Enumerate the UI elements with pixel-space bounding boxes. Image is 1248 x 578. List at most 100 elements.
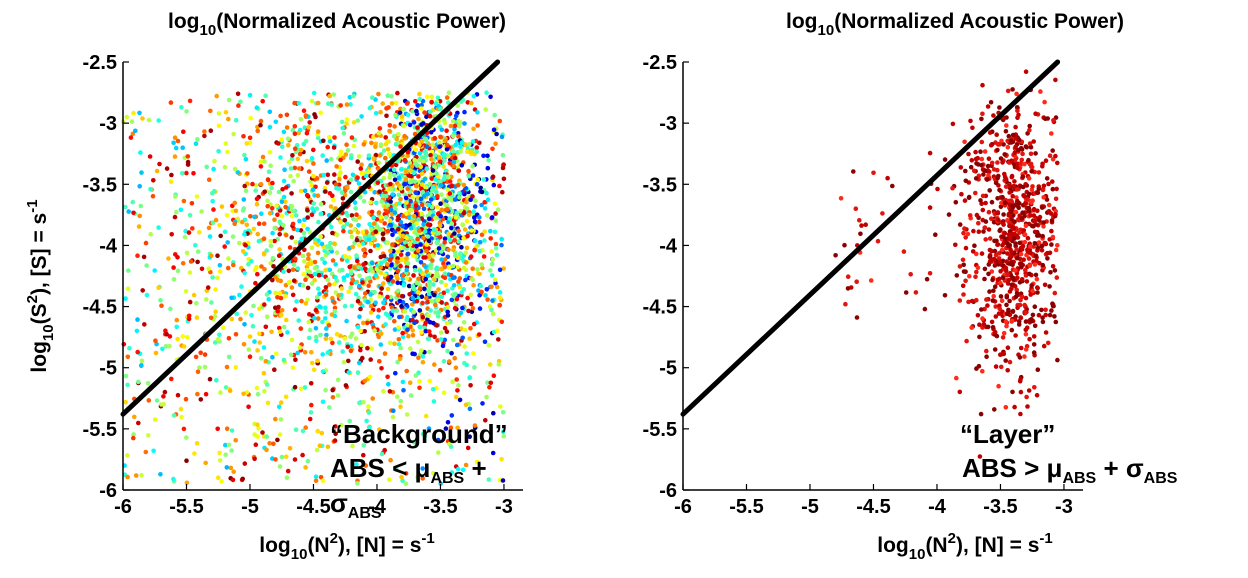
data-point bbox=[467, 434, 473, 440]
data-point bbox=[288, 173, 293, 179]
data-point bbox=[150, 193, 156, 199]
data-point bbox=[361, 199, 367, 204]
data-point bbox=[379, 260, 384, 266]
data-point bbox=[194, 301, 199, 306]
data-point bbox=[445, 288, 450, 294]
data-point bbox=[1008, 138, 1014, 143]
data-point bbox=[311, 90, 317, 96]
data-point bbox=[309, 183, 315, 188]
data-point bbox=[387, 123, 393, 128]
data-point bbox=[868, 278, 874, 283]
data-point bbox=[283, 454, 289, 460]
data-point bbox=[469, 228, 474, 233]
data-point bbox=[395, 249, 401, 254]
data-point bbox=[157, 161, 162, 167]
data-point bbox=[429, 188, 435, 193]
data-point bbox=[224, 364, 230, 370]
data-point bbox=[971, 168, 977, 174]
data-point bbox=[271, 264, 276, 269]
data-point bbox=[286, 160, 292, 165]
data-point bbox=[388, 253, 394, 258]
data-point bbox=[398, 197, 403, 202]
data-point bbox=[390, 414, 396, 420]
data-point bbox=[1013, 243, 1018, 249]
data-point bbox=[240, 476, 245, 482]
data-point bbox=[369, 209, 375, 215]
data-point bbox=[1004, 259, 1009, 264]
data-point bbox=[1001, 330, 1007, 336]
data-point bbox=[1014, 290, 1020, 296]
data-point bbox=[414, 108, 419, 114]
data-point bbox=[293, 427, 299, 433]
data-point bbox=[453, 113, 459, 119]
data-point bbox=[1024, 325, 1030, 331]
data-point bbox=[452, 155, 458, 161]
data-point bbox=[372, 289, 377, 295]
data-point bbox=[161, 394, 166, 399]
data-point bbox=[430, 258, 435, 263]
data-point bbox=[323, 336, 329, 342]
data-point bbox=[288, 352, 294, 358]
data-point bbox=[437, 223, 443, 228]
data-point bbox=[403, 177, 409, 182]
data-point bbox=[438, 201, 443, 206]
data-point bbox=[300, 452, 305, 458]
data-point bbox=[488, 94, 493, 100]
data-point bbox=[270, 230, 275, 236]
data-point bbox=[498, 404, 503, 409]
data-point bbox=[420, 466, 426, 471]
data-point bbox=[1019, 277, 1025, 282]
data-point bbox=[263, 324, 269, 330]
data-point bbox=[471, 283, 476, 288]
data-point bbox=[1013, 333, 1018, 338]
data-point bbox=[248, 115, 253, 121]
data-point bbox=[1011, 225, 1017, 231]
data-point bbox=[277, 329, 283, 334]
data-point bbox=[853, 206, 859, 211]
data-point bbox=[1031, 139, 1036, 144]
data-point bbox=[436, 246, 442, 251]
data-point bbox=[451, 133, 456, 139]
data-point bbox=[161, 401, 166, 407]
data-point bbox=[206, 266, 211, 272]
data-point bbox=[417, 308, 423, 313]
data-point bbox=[247, 354, 253, 360]
data-point bbox=[352, 265, 357, 271]
data-point bbox=[121, 342, 127, 347]
data-point bbox=[494, 131, 499, 137]
data-point bbox=[1047, 237, 1052, 242]
data-point bbox=[387, 218, 393, 223]
data-point bbox=[387, 257, 393, 263]
data-point bbox=[286, 268, 292, 274]
data-point bbox=[963, 178, 969, 184]
data-point bbox=[858, 231, 863, 237]
data-point bbox=[286, 142, 291, 148]
data-point bbox=[199, 209, 204, 214]
data-point bbox=[470, 163, 475, 169]
data-point bbox=[305, 207, 310, 213]
data-point bbox=[1043, 240, 1048, 246]
data-point bbox=[427, 216, 432, 222]
data-point bbox=[981, 172, 986, 177]
data-point bbox=[473, 238, 478, 243]
data-point bbox=[313, 474, 319, 480]
data-point bbox=[423, 136, 429, 142]
data-point bbox=[355, 258, 360, 264]
data-point bbox=[333, 182, 339, 187]
data-point bbox=[445, 313, 451, 318]
data-point bbox=[957, 222, 963, 227]
data-point bbox=[405, 153, 411, 158]
data-point bbox=[355, 370, 361, 375]
data-point bbox=[377, 189, 382, 194]
data-point bbox=[969, 158, 975, 163]
y-tick-label: -3.5 bbox=[83, 174, 117, 196]
data-point bbox=[295, 173, 301, 178]
data-point bbox=[312, 112, 317, 117]
data-point bbox=[193, 354, 199, 360]
data-point bbox=[179, 414, 184, 420]
data-point bbox=[353, 291, 359, 297]
data-point bbox=[979, 251, 985, 256]
data-point bbox=[434, 270, 440, 275]
data-point bbox=[250, 181, 255, 187]
data-point bbox=[1020, 184, 1026, 190]
